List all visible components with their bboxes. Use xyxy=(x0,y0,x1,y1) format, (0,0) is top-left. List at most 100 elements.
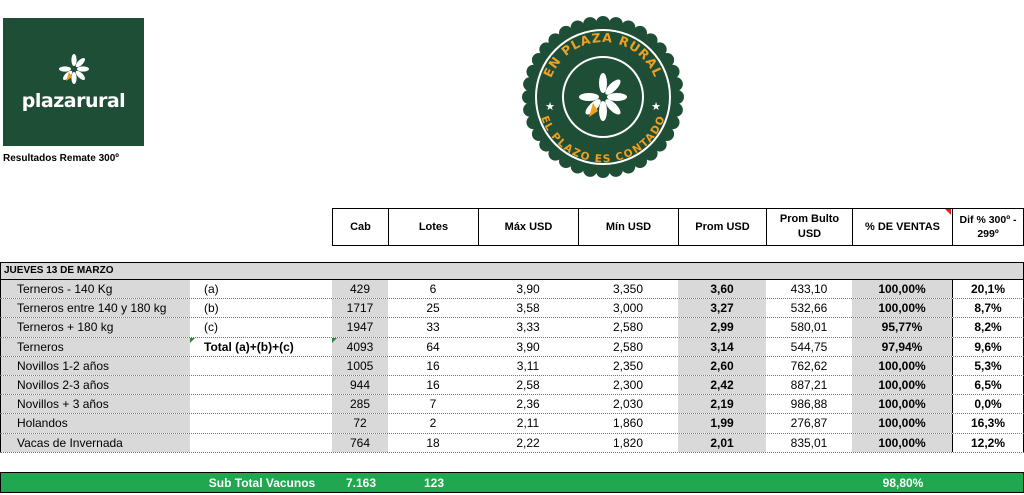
row-name: Terneros - 140 Kg xyxy=(0,280,190,299)
seal-badge: EN PLAZA RURAL EL PLAZO ES CONTADO ★ ★ xyxy=(522,16,684,178)
row-prom-usd: 2,42 xyxy=(678,375,766,395)
row-dif-pct: 8,7% xyxy=(952,299,1024,318)
row-min-usd: 2,300 xyxy=(612,378,644,393)
row-dif-pct: 12,2% xyxy=(952,433,1024,452)
row-pct-ventas: 97,94% xyxy=(852,337,952,356)
row-prom-usd: 3,27 xyxy=(678,299,766,318)
table-row: Novillos 2-3 años 944 16 2,58 2,300 2,42 887,2… xyxy=(0,375,1024,396)
row-cab: 764 xyxy=(332,433,388,452)
row-tag: (b) xyxy=(204,301,219,316)
table-row: Novillos 1-2 años 1005 16 3,11 2,350 2,60 762,… xyxy=(0,356,1024,376)
row-max-usd: 2,58 xyxy=(516,378,540,393)
row-cab: 4093 xyxy=(332,337,388,356)
row-tag xyxy=(190,395,332,413)
row-name: Terneros entre 140 y 180 kg xyxy=(0,299,190,318)
row-name: Holandos xyxy=(0,414,190,433)
row-min-usd: 3,000 xyxy=(612,301,644,316)
row-prom-usd: 3,60 xyxy=(678,280,766,299)
row-dif-pct: 0,0% xyxy=(952,395,1024,414)
row-pct-ventas: 100,00% xyxy=(852,280,952,299)
results-table: JUEVES 13 DE MARZO Terneros - 140 Kg (a) 4… xyxy=(0,262,1024,453)
header-prom-usd: Prom USD xyxy=(678,208,766,246)
row-prom-bulto-usd: 986,88 xyxy=(790,397,828,412)
row-name: Novillos + 3 años xyxy=(0,395,190,414)
table-row: Holandos 72 2 2,11 1,860 1,99 276,87 100,00% 16,… xyxy=(0,414,1024,434)
row-prom-bulto-usd: 276,87 xyxy=(790,416,828,431)
row-lotes: 33 xyxy=(426,320,440,335)
row-min-usd: 2,350 xyxy=(612,358,644,373)
row-cab: 944 xyxy=(332,375,388,395)
row-pct-ventas: 100,00% xyxy=(852,356,952,375)
table-row: Terneros entre 140 y 180 kg (b) 1717 25 3,58… xyxy=(0,299,1024,319)
row-dif-pct: 16,3% xyxy=(952,414,1024,433)
header-max-usd: Máx USD xyxy=(478,208,578,246)
row-lotes: 16 xyxy=(426,358,440,373)
row-prom-usd: 2,60 xyxy=(678,356,766,375)
row-max-usd: 3,11 xyxy=(516,358,540,373)
row-cab: 1947 xyxy=(332,318,388,337)
row-pct-ventas: 100,00% xyxy=(852,433,952,452)
row-prom-usd: 2,19 xyxy=(678,395,766,414)
row-pct-ventas: 95,77% xyxy=(852,318,952,337)
row-tag: Total (a)+(b)+(c) xyxy=(204,339,294,354)
row-prom-usd: 2,99 xyxy=(678,318,766,337)
subtotal-label: Sub Total Vacunos xyxy=(208,475,316,490)
row-max-usd: 3,33 xyxy=(516,320,540,335)
row-name: Terneros xyxy=(0,337,190,356)
section-title: JUEVES 13 DE MARZO xyxy=(0,262,1024,280)
table-row: Terneros Total (a)+(b)+(c) 4093 64 3,90 2,580… xyxy=(0,337,1024,357)
logo-text: plazarural xyxy=(21,90,126,112)
row-max-usd: 2,36 xyxy=(516,397,540,412)
star-icon: ★ xyxy=(651,101,661,113)
row-min-usd: 1,860 xyxy=(612,416,644,431)
header-dif-pct: Dif % 300º - 299º xyxy=(952,208,1024,246)
header-lotes: Lotes xyxy=(388,208,478,246)
cell-marker xyxy=(190,337,195,343)
header-min-usd: Mín USD xyxy=(578,208,678,246)
row-tag: (c) xyxy=(204,320,218,335)
row-prom-usd: 1,99 xyxy=(678,414,766,433)
pinwheel-icon xyxy=(579,73,627,121)
star-icon: ★ xyxy=(545,101,555,113)
row-prom-usd: 2,01 xyxy=(678,433,766,452)
row-tag xyxy=(190,376,332,394)
plazarural-logo: plazarural xyxy=(3,18,144,146)
row-prom-bulto-usd: 544,75 xyxy=(790,339,828,354)
row-min-usd: 2,580 xyxy=(612,339,644,354)
pinwheel-icon xyxy=(58,54,89,84)
row-max-usd: 2,22 xyxy=(516,435,540,450)
row-tag xyxy=(190,434,332,452)
row-pct-ventas: 100,00% xyxy=(852,299,952,318)
row-min-usd: 3,350 xyxy=(612,282,644,297)
row-max-usd: 2,11 xyxy=(516,416,540,431)
row-tag xyxy=(190,357,332,375)
row-name: Terneros + 180 kg xyxy=(0,318,190,337)
row-min-usd: 1,820 xyxy=(612,435,644,450)
table-body: Terneros - 140 Kg (a) 429 6 3,90 3,350 3,60 433… xyxy=(0,280,1024,453)
row-lotes: 7 xyxy=(429,397,437,412)
table-row: Vacas de Invernada 764 18 2,22 1,820 2,01 835,… xyxy=(0,433,1024,453)
row-lotes: 18 xyxy=(426,435,440,450)
row-min-usd: 2,030 xyxy=(612,397,644,412)
row-prom-bulto-usd: 532,66 xyxy=(790,301,828,316)
row-prom-usd: 3,14 xyxy=(678,337,766,356)
header-prom-bulto-usd: Prom Bulto USD xyxy=(766,208,852,246)
row-cab: 429 xyxy=(332,280,388,299)
row-lotes: 2 xyxy=(429,416,437,431)
subtotal-cab: 7.163 xyxy=(345,475,377,490)
row-prom-bulto-usd: 433,10 xyxy=(790,282,828,297)
row-dif-pct: 20,1% xyxy=(952,280,1024,299)
row-name: Novillos 1-2 años xyxy=(0,356,190,375)
table-row: Terneros + 180 kg (c) 1947 33 3,33 2,580 2,99 5… xyxy=(0,318,1024,338)
row-pct-ventas: 100,00% xyxy=(852,414,952,433)
row-cab: 72 xyxy=(332,414,388,433)
row-cab: 285 xyxy=(332,395,388,414)
row-min-usd: 2,580 xyxy=(612,320,644,335)
row-pct-ventas: 100,00% xyxy=(852,395,952,414)
row-max-usd: 3,58 xyxy=(516,301,540,316)
row-pct-ventas: 100,00% xyxy=(852,375,952,395)
header-pct-ventas: % DE VENTAS xyxy=(852,208,952,246)
row-cab: 1005 xyxy=(332,356,388,375)
row-name: Vacas de Invernada xyxy=(0,433,190,452)
row-name: Novillos 2-3 años xyxy=(0,375,190,395)
